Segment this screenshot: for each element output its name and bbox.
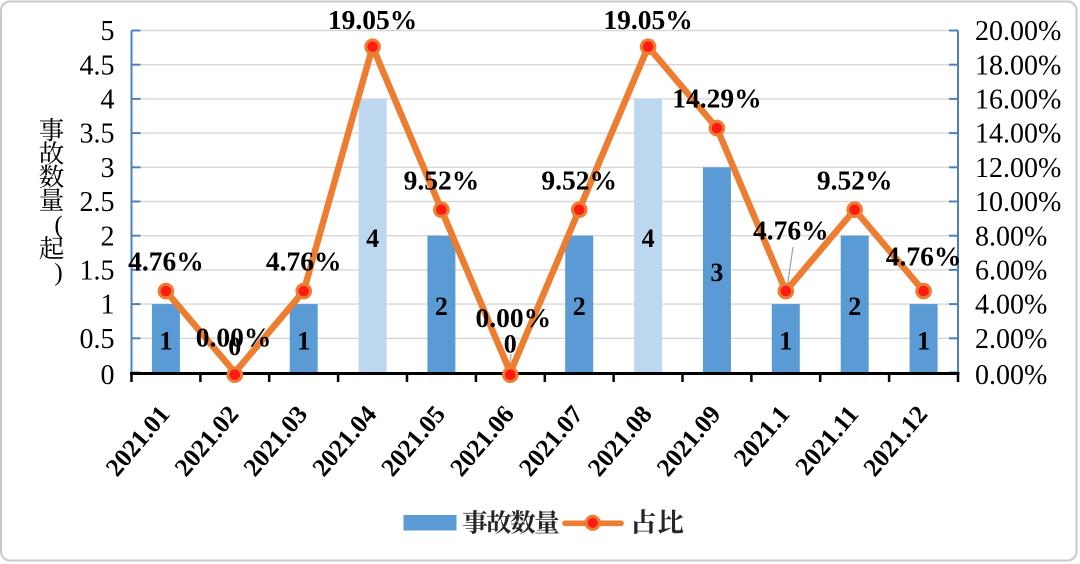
svg-text:10.00%: 10.00% [975,187,1061,218]
svg-text:2.5: 2.5 [80,187,115,218]
svg-text:4: 4 [642,224,655,253]
svg-text:0.00%: 0.00% [196,322,272,353]
svg-text:14.29%: 14.29% [672,83,761,114]
svg-text:0: 0 [101,360,115,391]
svg-text:1: 1 [297,326,310,355]
svg-text:3: 3 [101,153,115,184]
svg-text:12.00%: 12.00% [975,153,1061,184]
svg-text:2: 2 [101,221,115,252]
svg-text:0.5: 0.5 [80,324,115,355]
svg-text:9.52%: 9.52% [404,164,480,195]
svg-text:4: 4 [366,224,379,253]
svg-text:1: 1 [917,326,930,355]
svg-text:4.76%: 4.76% [886,241,962,272]
svg-text:6.00%: 6.00% [975,256,1047,287]
svg-text:1: 1 [101,290,115,321]
svg-text:4.76%: 4.76% [266,246,342,277]
svg-text:2: 2 [848,292,861,321]
svg-text:9.52%: 9.52% [541,164,617,195]
svg-text:8.00%: 8.00% [975,221,1047,252]
svg-text:4.76%: 4.76% [128,246,204,277]
svg-text:4.76%: 4.76% [753,215,829,246]
svg-text:4.5: 4.5 [80,50,115,81]
svg-text:18.00%: 18.00% [975,50,1061,81]
svg-text:16.00%: 16.00% [975,85,1061,116]
svg-text:19.05%: 19.05% [603,4,692,35]
svg-text:3.5: 3.5 [80,119,115,150]
svg-text:2.00%: 2.00% [975,324,1047,355]
svg-text:9.52%: 9.52% [817,164,893,195]
svg-text:0: 0 [504,330,517,359]
svg-text:0.00%: 0.00% [475,302,551,333]
svg-text:): ) [54,260,62,287]
svg-text:(: ( [54,212,62,239]
svg-text:3: 3 [710,258,723,287]
svg-text:0: 0 [228,332,241,361]
svg-text:2: 2 [573,292,586,321]
svg-text:0.00%: 0.00% [975,360,1047,391]
svg-text:5: 5 [101,16,115,47]
svg-text:14.00%: 14.00% [975,119,1061,150]
svg-text:4.00%: 4.00% [975,290,1047,321]
svg-text:19.05%: 19.05% [328,4,417,35]
svg-text:1: 1 [159,326,172,355]
svg-text:2: 2 [435,292,448,321]
svg-text:1: 1 [779,326,792,355]
svg-text:1.5: 1.5 [80,256,115,287]
svg-text:20.00%: 20.00% [975,16,1061,47]
svg-text:4: 4 [101,85,115,116]
